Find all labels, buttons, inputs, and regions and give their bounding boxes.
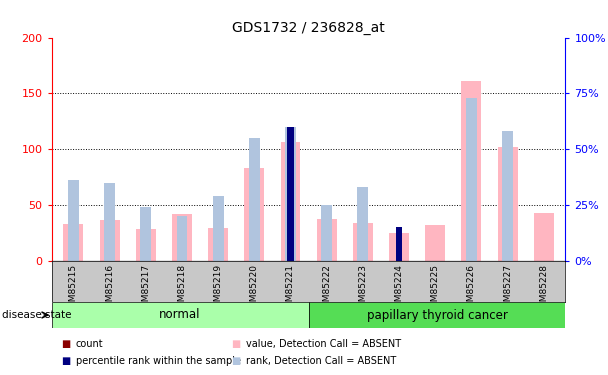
Bar bbox=[353, 223, 373, 261]
Bar bbox=[68, 180, 79, 261]
Text: GSM85221: GSM85221 bbox=[286, 264, 295, 313]
Bar bbox=[502, 131, 513, 261]
Bar bbox=[52, 302, 308, 328]
Text: GSM85219: GSM85219 bbox=[213, 264, 223, 313]
Bar bbox=[140, 207, 151, 261]
Bar bbox=[396, 235, 402, 261]
Text: GSM85224: GSM85224 bbox=[395, 264, 404, 313]
Text: percentile rank within the sample: percentile rank within the sample bbox=[76, 356, 241, 366]
Text: GSM85220: GSM85220 bbox=[250, 264, 259, 313]
Text: count: count bbox=[76, 339, 103, 349]
Bar bbox=[104, 183, 115, 261]
Bar bbox=[321, 205, 332, 261]
Text: GSM85227: GSM85227 bbox=[503, 264, 512, 313]
Text: GSM85218: GSM85218 bbox=[178, 264, 187, 313]
Text: ■: ■ bbox=[61, 356, 70, 366]
Bar bbox=[461, 81, 482, 261]
Bar bbox=[100, 220, 120, 261]
Bar bbox=[308, 302, 565, 328]
Bar bbox=[389, 233, 409, 261]
Text: GSM85216: GSM85216 bbox=[105, 264, 114, 313]
Title: GDS1732 / 236828_at: GDS1732 / 236828_at bbox=[232, 21, 385, 35]
Text: normal: normal bbox=[159, 309, 201, 321]
Bar bbox=[466, 98, 477, 261]
Bar bbox=[213, 196, 224, 261]
Bar bbox=[249, 138, 260, 261]
Bar bbox=[136, 230, 156, 261]
Bar bbox=[287, 144, 294, 261]
Bar bbox=[176, 216, 187, 261]
Text: GSM85215: GSM85215 bbox=[69, 264, 78, 313]
Text: papillary thyroid cancer: papillary thyroid cancer bbox=[367, 309, 508, 321]
Text: GSM85222: GSM85222 bbox=[322, 264, 331, 313]
Text: GSM85228: GSM85228 bbox=[539, 264, 548, 313]
Text: GSM85226: GSM85226 bbox=[467, 264, 476, 313]
Text: rank, Detection Call = ABSENT: rank, Detection Call = ABSENT bbox=[246, 356, 396, 366]
Text: ■: ■ bbox=[231, 339, 240, 349]
Bar bbox=[317, 219, 337, 261]
Text: ■: ■ bbox=[231, 356, 240, 366]
Bar bbox=[358, 187, 368, 261]
Text: GSM85225: GSM85225 bbox=[430, 264, 440, 313]
Bar bbox=[172, 214, 192, 261]
Bar bbox=[534, 213, 554, 261]
Text: GSM85223: GSM85223 bbox=[358, 264, 367, 313]
Bar bbox=[63, 224, 83, 261]
Bar bbox=[208, 228, 228, 261]
Bar bbox=[287, 127, 294, 261]
Bar bbox=[396, 227, 402, 261]
Bar bbox=[425, 225, 445, 261]
Bar bbox=[497, 147, 517, 261]
Bar bbox=[280, 142, 300, 261]
Text: value, Detection Call = ABSENT: value, Detection Call = ABSENT bbox=[246, 339, 401, 349]
Bar bbox=[285, 127, 296, 261]
Bar bbox=[244, 168, 264, 261]
Text: disease state: disease state bbox=[2, 310, 71, 320]
Text: ■: ■ bbox=[61, 339, 70, 349]
Text: GSM85217: GSM85217 bbox=[141, 264, 150, 313]
